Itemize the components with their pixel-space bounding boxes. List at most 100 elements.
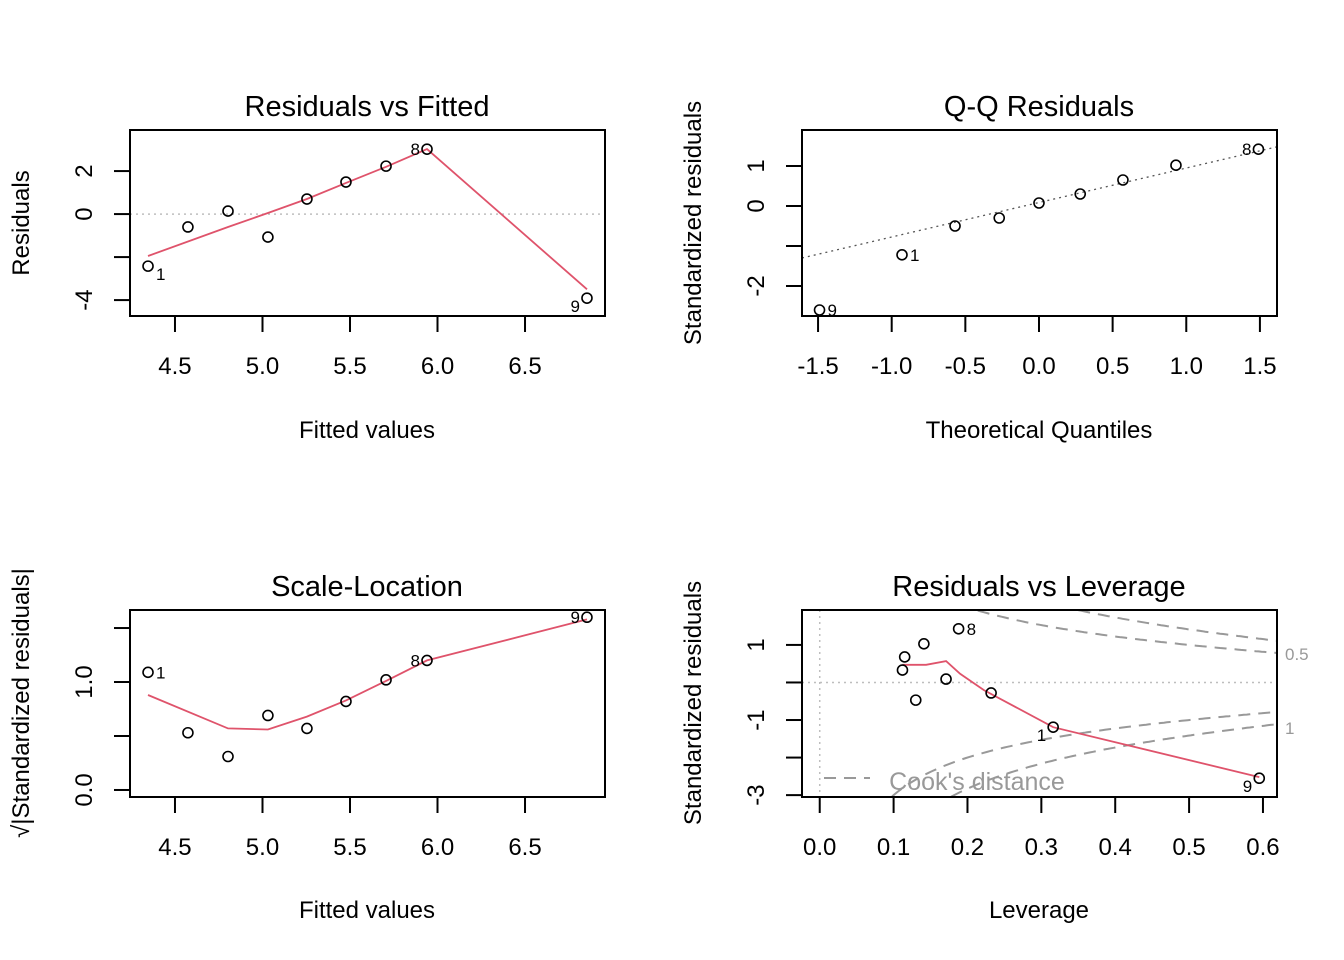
data-point (182, 726, 194, 739)
data-point (896, 664, 909, 676)
point-label: 9 (571, 608, 580, 627)
point-label: 8 (411, 140, 420, 159)
data-point (940, 673, 952, 685)
plot-frame (129, 609, 606, 798)
x-tick-label: 4.5 (158, 834, 191, 861)
data-point (142, 666, 154, 679)
point-label: 1 (156, 265, 165, 284)
x-tick-label: 0.0 (1022, 353, 1055, 380)
y-tick-label: 0.0 (71, 773, 98, 806)
x-tick-label: 6.0 (421, 353, 454, 380)
y-tick-label: 0 (71, 207, 98, 220)
data-point (813, 304, 826, 316)
point-label: 8 (1242, 140, 1251, 159)
cooks-contour-lower (950, 723, 1277, 797)
x-tick-label: 5.5 (333, 834, 366, 861)
x-tick-label: 5.0 (246, 353, 279, 380)
chart-title: Residuals vs Fitted (245, 91, 490, 123)
x-axis-label: Leverage (989, 897, 1089, 924)
plot-area-2: 1 8 9 4.5 5.0 5.5 6.0 6.5 0.0 1.0 (71, 608, 606, 861)
x-tick-label: 0.5 (1172, 834, 1205, 861)
x-tick-label: 6.5 (508, 353, 541, 380)
x-tick-label: 1.5 (1243, 353, 1276, 380)
cooks-level-label: 1 (1285, 719, 1294, 738)
y-tick-label: 1.0 (71, 665, 98, 698)
data-point (301, 722, 313, 735)
y-tick-label: -1 (743, 709, 770, 730)
data-point (1074, 188, 1087, 200)
x-tick-label: -1.0 (871, 353, 912, 380)
y-tick-label: 2 (71, 164, 98, 177)
panel-scale-location: Scale-Location Fitted values √|Standardi… (8, 568, 463, 924)
data-point (301, 193, 313, 205)
point-label: 8 (967, 620, 976, 639)
x-axis-label: Fitted values (299, 897, 435, 924)
y-tick-label: 1 (743, 159, 770, 172)
y-axis-label: Standardized residuals (680, 101, 707, 345)
plot-frame (801, 609, 1278, 798)
data-point (1253, 772, 1266, 785)
data-point (1033, 197, 1045, 209)
data-point (896, 249, 908, 261)
plot-area-1: 9 1 8 -1.5 -1.0 -0.5 0.0 0.5 1.0 1.5 -2 0 1 (743, 129, 1278, 380)
data-point (1170, 159, 1182, 171)
plot-content (802, 146, 1277, 259)
point-label: 9 (571, 297, 580, 316)
data-point (182, 221, 194, 233)
data-point (909, 694, 922, 706)
panel-residuals-vs-fitted: Residuals vs Fitted Fitted values Residu… (8, 91, 490, 444)
data-point (952, 622, 965, 635)
point-label: 9 (828, 301, 837, 320)
cooks-distance-legend: Cook's distance (889, 768, 1065, 796)
x-tick-label: 4.5 (158, 353, 191, 380)
chart-title: Q-Q Residuals (944, 91, 1134, 123)
data-point (985, 687, 997, 699)
point-label: 1 (910, 246, 919, 265)
point-label: 1 (1037, 726, 1046, 745)
point-label: 1 (156, 663, 165, 682)
smooth-line (902, 660, 1260, 778)
plot-content (147, 618, 588, 731)
x-tick-label: 0.3 (1025, 834, 1058, 861)
cooks-contour-upper (1078, 610, 1277, 642)
point-label: 9 (1243, 777, 1252, 796)
plot-area-0: 1 8 9 4.5 5.0 5.5 6.0 6.5 -4 0 2 (71, 129, 606, 380)
plot-frame (129, 129, 606, 317)
plot-content (802, 610, 1277, 797)
cooks-level-label: 0.5 (1285, 645, 1309, 664)
point-label: 8 (411, 651, 420, 670)
data-point (898, 651, 911, 663)
data-point (421, 143, 433, 155)
smooth-line (147, 148, 588, 290)
panel-qq-residuals: Q-Q Residuals Theoretical Quantiles Stan… (680, 91, 1152, 444)
data-point (340, 176, 352, 188)
data-point (581, 611, 593, 624)
x-tick-label: 5.0 (246, 834, 279, 861)
data-point (421, 654, 433, 667)
plot-content (130, 148, 605, 290)
x-tick-label: 1.0 (1170, 353, 1203, 380)
data-point (380, 674, 392, 686)
x-tick-label: 5.5 (333, 353, 366, 380)
cooks-contour-upper (977, 610, 1277, 654)
chart-title: Residuals vs Leverage (892, 571, 1185, 603)
data-point (142, 260, 154, 272)
x-tick-label: 0.0 (803, 834, 836, 861)
y-tick-label: 0 (743, 199, 770, 212)
y-axis-label: Residuals (8, 170, 35, 275)
x-axis-label: Fitted values (299, 417, 435, 444)
data-point (1252, 143, 1265, 155)
x-tick-label: 6.5 (508, 834, 541, 861)
x-tick-label: 0.2 (951, 834, 984, 861)
data-point (340, 695, 352, 708)
qq-reference-line (802, 146, 1277, 259)
y-axis-label: Standardized residuals (680, 581, 707, 825)
panel-residuals-vs-leverage: Residuals vs Leverage Leverage Standardi… (680, 571, 1186, 924)
x-tick-label: 0.5 (1096, 353, 1129, 380)
x-tick-label: -0.5 (945, 353, 986, 380)
y-tick-label: -4 (71, 289, 98, 310)
y-tick-label: -3 (743, 784, 770, 805)
x-tick-label: 0.6 (1246, 834, 1279, 861)
plot-area-3: 0.5 1 8 1 9 0.0 0.1 0.2 0.3 0.4 0.5 0.6 -3 -1 1 (743, 609, 1309, 861)
data-point (262, 709, 274, 722)
